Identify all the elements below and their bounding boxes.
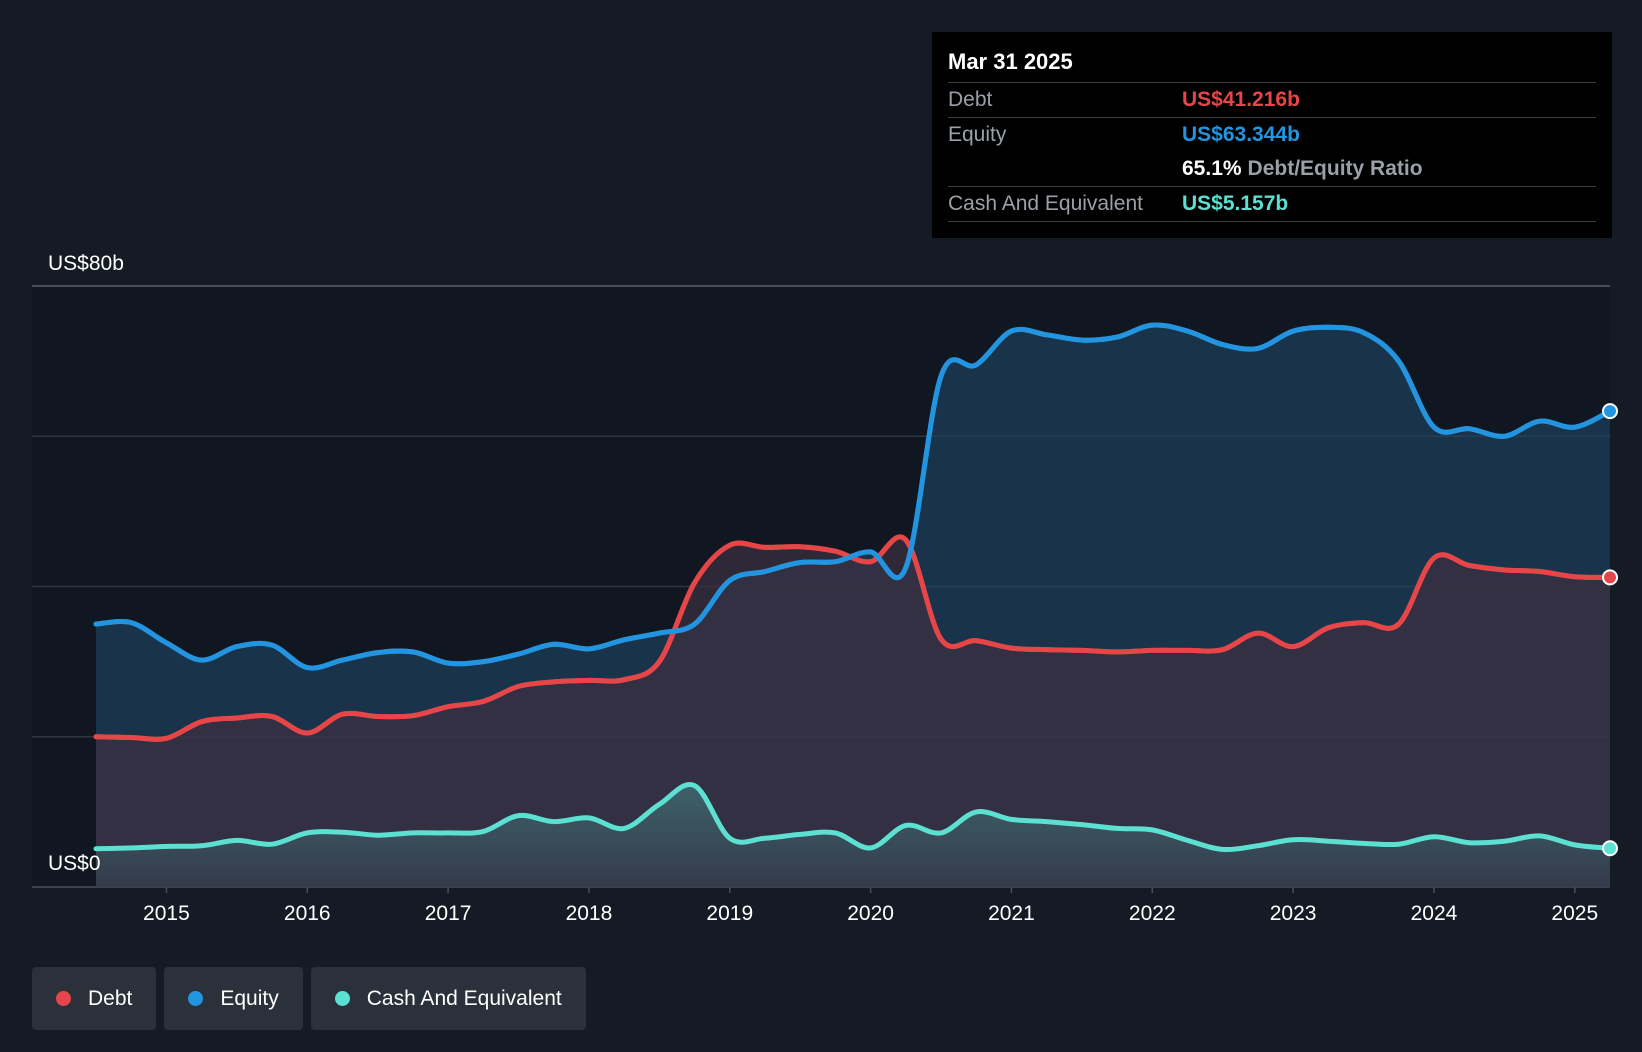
x-tick-label-2019: 2019 <box>706 902 753 925</box>
x-tick-label-2016: 2016 <box>284 902 331 925</box>
legend-debt-label: Debt <box>88 986 133 1010</box>
legend-cash-label: Cash And Equivalent <box>366 986 562 1010</box>
x-axis: 2015 2016 2017 2018 2019 2020 2021 2022 2023 2024… <box>143 887 1598 925</box>
tooltip-ratio-label: Debt/Equity Ratio <box>1247 157 1423 180</box>
legend: Debt Equity Cash And Equivalent <box>32 967 586 1030</box>
tooltip-row-cash: Cash And Equivalent US$5.157b <box>948 186 1596 222</box>
x-tick-label-2017: 2017 <box>425 902 472 925</box>
tooltip-debt-label: Debt <box>948 88 993 111</box>
tooltip-row-equity: Equity US$63.344b <box>948 117 1596 152</box>
equity-dot-icon <box>188 991 204 1006</box>
x-tick-label-2025: 2025 <box>1551 902 1598 925</box>
tooltip-cash-value: US$5.157b <box>1182 192 1289 215</box>
cash-and-equivalent-line <box>93 782 1613 853</box>
legend-item-equity[interactable]: Equity <box>164 967 303 1030</box>
legend-item-cash[interactable]: Cash And Equivalent <box>310 967 586 1030</box>
series-lines <box>93 322 1613 853</box>
x-tick-label-2024: 2024 <box>1411 902 1458 925</box>
x-tick-label-2015: 2015 <box>143 902 190 925</box>
cash-and-equivalent-area <box>96 784 1610 887</box>
legend-equity-label: Equity <box>220 986 279 1010</box>
series-areas <box>96 324 1610 887</box>
end-markers <box>1602 403 1618 857</box>
debt-line-overlay <box>93 534 1613 742</box>
x-tick-label-2022: 2022 <box>1129 902 1176 925</box>
tooltip-date: Mar 31 2025 <box>948 49 1073 74</box>
debt-area <box>96 536 1610 887</box>
cash-and-equivalent-end-marker <box>1602 840 1618 857</box>
cash-dot-icon <box>334 991 350 1006</box>
legend-item-debt[interactable]: Debt <box>32 967 157 1030</box>
tooltip-row-ratio: 65.1% Debt/Equity Ratio <box>948 152 1596 186</box>
debt-dot-icon <box>56 991 71 1006</box>
debt-end-marker <box>1602 569 1618 586</box>
tooltip-equity-value: US$63.344b <box>1182 123 1300 146</box>
tooltip-debt-value: US$41.216b <box>1182 88 1300 111</box>
x-tick-label-2023: 2023 <box>1270 902 1317 925</box>
y-label-bottom: US$0 <box>48 852 101 875</box>
equity-end-marker <box>1602 403 1618 420</box>
equity-line-overlay <box>93 322 1613 671</box>
x-tick-label-2021: 2021 <box>988 902 1035 925</box>
tooltip-equity-label: Equity <box>948 123 1007 146</box>
tooltip-ratio-value: 65.1% <box>1182 157 1242 180</box>
y-label-top: US$80b <box>48 252 124 275</box>
tooltip-cash-label: Cash And Equivalent <box>948 192 1143 215</box>
x-tick-label-2018: 2018 <box>566 902 613 925</box>
x-tick-label-2020: 2020 <box>847 902 894 925</box>
tooltip-row-debt: Debt US$41.216b <box>948 82 1596 117</box>
tooltip-panel: Mar 31 2025 Debt US$41.216b Equity US$63… <box>932 32 1612 238</box>
